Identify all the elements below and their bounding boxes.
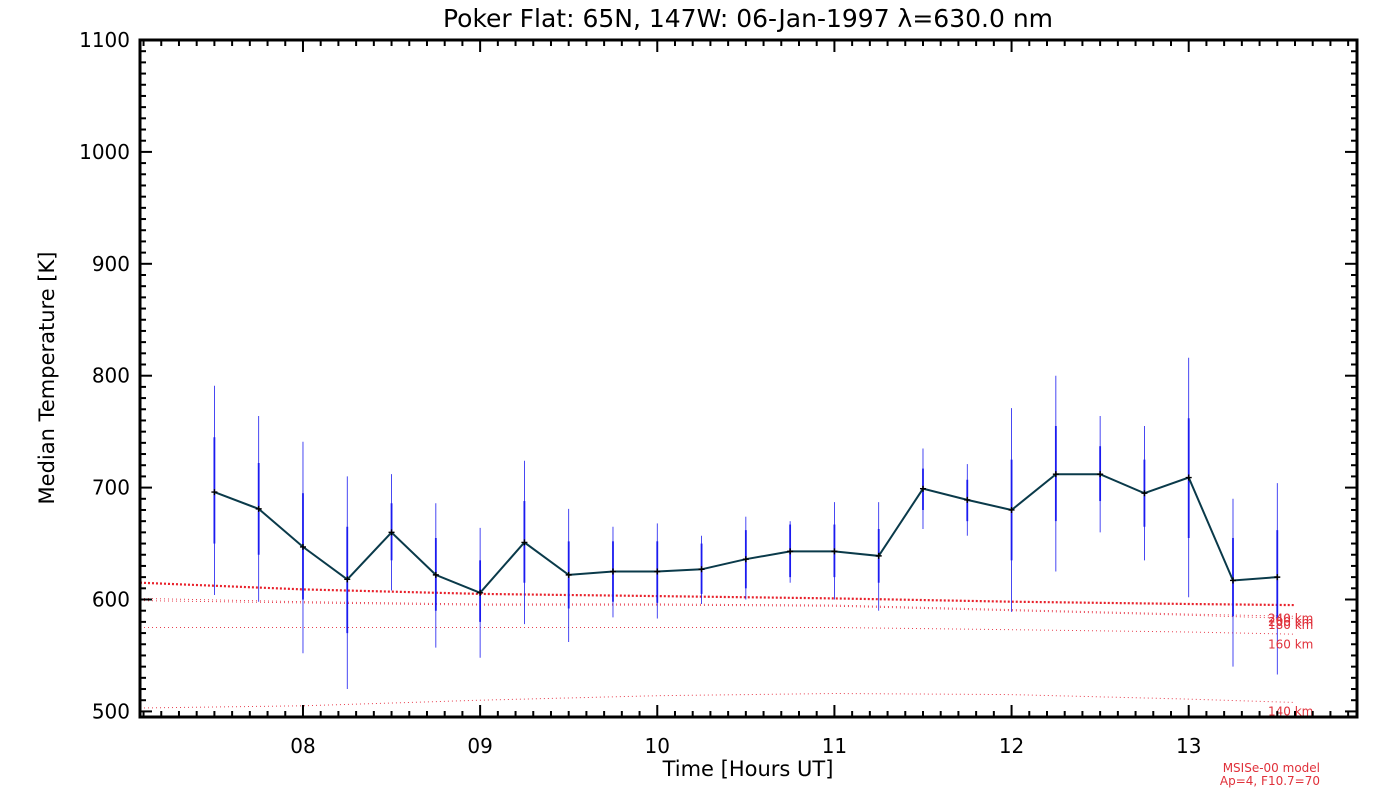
model-curves (139, 581, 1296, 709)
x-axis-label: Time [Hours UT] (662, 757, 834, 781)
y-tick-label: 900 (92, 252, 130, 276)
plot-frame (138, 38, 1359, 719)
data-point (654, 568, 661, 575)
y-tick-label: 500 (92, 699, 130, 723)
y-tick-label: 800 (92, 364, 130, 388)
data-point (521, 539, 528, 546)
data-point (742, 556, 749, 563)
data-point (919, 485, 926, 492)
y-tick-label: 600 (92, 588, 130, 612)
data-point (432, 571, 439, 578)
model-label: 200 km (1268, 615, 1313, 629)
model-note-line-1: MSISe-00 model (1223, 761, 1320, 775)
x-tick-label: 12 (999, 734, 1024, 758)
data-point (1230, 577, 1236, 584)
tick-labels: 500 600 700 800 900 1000 1100 08 09 10 11 12 13 (79, 28, 1201, 758)
data-point (609, 568, 616, 575)
x-tick-label: 13 (1176, 734, 1201, 758)
data-point (211, 489, 218, 496)
data-point (831, 548, 838, 555)
y-axis-label: Median Temperature [K] (35, 252, 59, 505)
data-point (299, 543, 306, 550)
y-tick-label: 1000 (79, 140, 130, 164)
model-curve (139, 581, 1296, 607)
chart-title: Poker Flat: 65N, 147W: 06-Jan-1997 λ=630… (443, 4, 1053, 33)
x-tick-label: 09 (467, 734, 492, 758)
data-point (255, 505, 262, 512)
axis-ticks (140, 39, 1357, 717)
data-point (1141, 490, 1148, 497)
x-tick-label: 11 (822, 734, 847, 758)
model-label: 180 km (1268, 618, 1313, 632)
data-point (1097, 471, 1104, 478)
x-tick-label: 10 (645, 734, 670, 758)
data-point (565, 571, 572, 578)
data-point (344, 576, 351, 583)
x-tick-label: 08 (290, 734, 315, 758)
y-tick-label: 1100 (79, 28, 130, 52)
model-curve (139, 692, 1296, 709)
data-series (211, 471, 1281, 596)
data-point (388, 529, 395, 536)
data-point (477, 589, 484, 596)
data-point (875, 552, 882, 559)
data-point (964, 496, 971, 503)
model-curve (140, 627, 1296, 635)
data-point (1185, 474, 1192, 481)
data-point (787, 548, 794, 555)
data-point (1052, 471, 1059, 478)
error-bars (213, 357, 1279, 690)
model-label: 240 km (1268, 612, 1313, 626)
model-curve (139, 600, 1296, 619)
model-label: 140 km (1268, 704, 1313, 718)
model-note-line-2: Ap=4, F10.7=70 (1220, 774, 1320, 788)
data-point (1008, 506, 1015, 513)
y-tick-label: 700 (92, 476, 130, 500)
data-point (698, 566, 705, 573)
model-curve (139, 597, 1296, 617)
model-label: 160 km (1268, 637, 1313, 651)
data-point (1274, 574, 1281, 581)
